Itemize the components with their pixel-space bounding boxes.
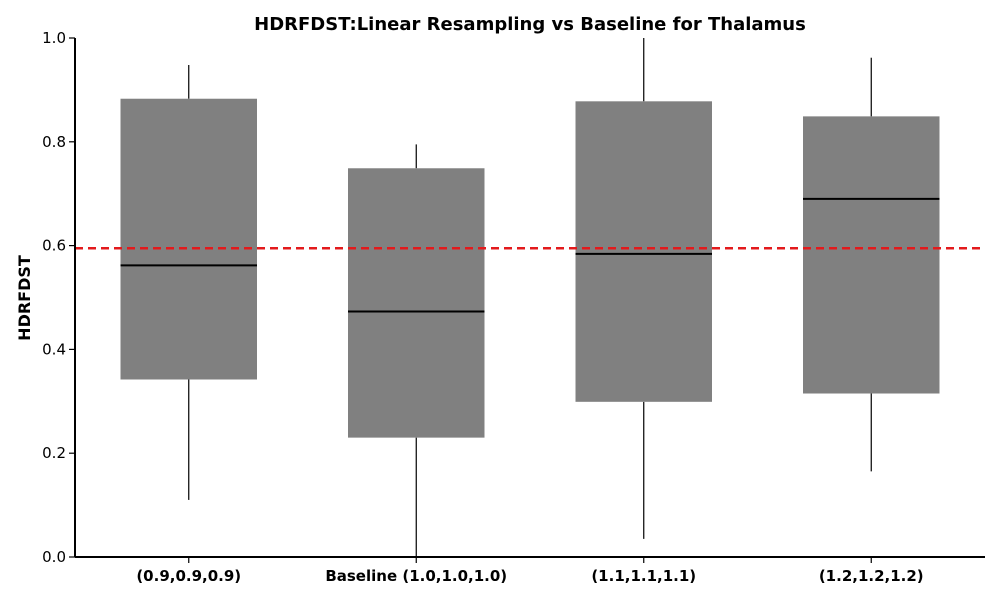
box-iqr [803,116,940,394]
y-axis-label: HDRFDST [15,255,34,341]
x-tick-label: (1.1,1.1,1.1) [591,567,696,585]
chart-title: HDRFDST:Linear Resampling vs Baseline fo… [254,14,806,35]
y-axis-ticks: 0.0 0.2 0.4 0.6 0.8 1.0 [42,29,75,566]
y-tick-label: 0.2 [42,444,66,462]
x-tick-label: (1.2,1.2,1.2) [819,567,924,585]
plot-area [75,38,985,557]
box-iqr [348,168,485,438]
x-tick-label: Baseline (1.0,1.0,1.0) [325,567,507,585]
box-group [348,144,485,557]
x-tick-label: (0.9,0.9,0.9) [136,567,241,585]
box-iqr [575,101,712,402]
x-axis-ticks: (0.9,0.9,0.9) Baseline (1.0,1.0,1.0) (1.1,… [136,557,924,585]
y-tick-label: 0.8 [42,133,66,151]
box-group [120,64,257,500]
y-tick-label: 0.6 [42,237,66,255]
box-iqr [120,98,257,380]
y-tick-label: 0.0 [42,548,66,566]
box-group [575,38,712,539]
y-tick-label: 1.0 [42,29,66,47]
box-group [803,57,940,472]
y-tick-label: 0.4 [42,340,66,358]
